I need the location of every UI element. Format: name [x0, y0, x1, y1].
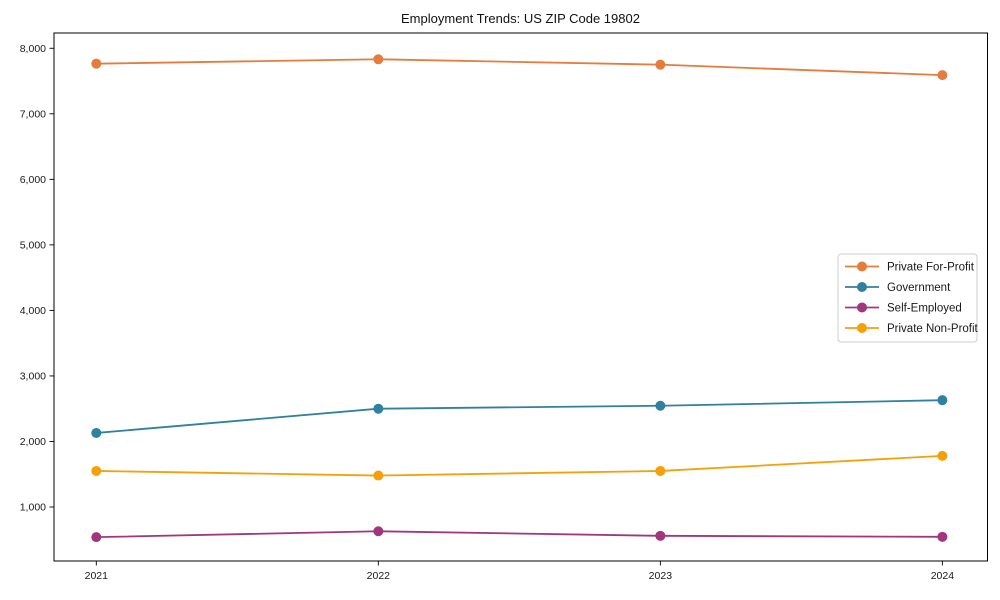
legend-label: Private For-Profit	[887, 262, 975, 274]
legend-label: Government	[887, 282, 951, 294]
y-tick-label: 7,000	[20, 109, 46, 121]
series-marker-private-non-profit	[91, 465, 102, 476]
series-marker-government	[91, 427, 102, 438]
series-marker-self-employed	[937, 531, 948, 542]
legend-label: Private Non-Profit	[887, 323, 979, 335]
legend-marker	[857, 323, 867, 333]
legend-marker	[857, 302, 867, 313]
series-marker-private-non-profit	[373, 470, 384, 481]
series-line-private-non-profit	[96, 454, 943, 477]
y-tick-label: 6,000	[20, 174, 46, 186]
y-tick-label: 3,000	[20, 371, 46, 383]
series-marker-private-non-profit	[937, 450, 948, 461]
series-marker-self-employed	[373, 526, 384, 537]
legend-item-private-for-profit: Private For-Profit	[845, 261, 975, 274]
legend-item-self-employed: Self-Employed	[845, 302, 962, 315]
x-tick-label: 2022	[367, 570, 391, 582]
series-marker-private-for-profit	[91, 58, 102, 69]
x-tick-label: 2021	[85, 570, 109, 582]
chart-title: Employment Trends: US ZIP Code 19802	[401, 11, 640, 26]
series-marker-private-for-profit	[655, 59, 666, 70]
series-marker-government	[937, 395, 948, 406]
series-marker-private-for-profit	[937, 70, 948, 81]
legend-marker	[857, 261, 867, 272]
x-tick-label: 2023	[649, 570, 673, 582]
series-marker-private-for-profit	[373, 54, 384, 65]
y-tick-label: 1,000	[20, 502, 46, 514]
plot-frame	[53, 32, 988, 562]
series-marker-government	[655, 400, 666, 411]
legend-label: Self-Employed	[887, 303, 962, 315]
y-tick-label: 4,000	[20, 305, 46, 317]
series-line-government	[96, 399, 943, 434]
series-marker-government	[373, 403, 384, 414]
legend-marker	[857, 282, 867, 292]
legend: Private For-Profit Government Self-Employe…	[837, 253, 979, 343]
y-tick-label: 2,000	[20, 436, 46, 448]
x-tick-label: 2024	[931, 570, 955, 582]
series-marker-self-employed	[655, 530, 666, 541]
y-tick-label: 5,000	[20, 240, 46, 252]
series-line-private-for-profit	[96, 58, 943, 77]
y-tick-label: 8,000	[20, 43, 46, 55]
legend-item-government: Government	[845, 282, 951, 294]
series-marker-self-employed	[91, 532, 102, 543]
legend-box	[837, 253, 978, 343]
series-line-self-employed	[96, 530, 943, 539]
series-marker-private-non-profit	[655, 465, 666, 476]
legend-item-private-non-profit: Private Non-Profit	[845, 323, 979, 335]
